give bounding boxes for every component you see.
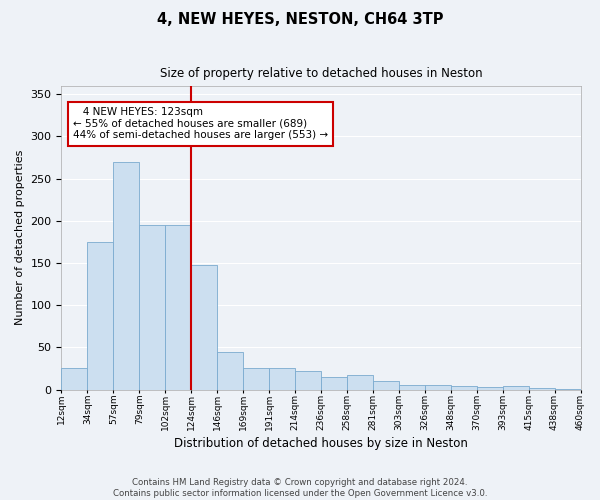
X-axis label: Distribution of detached houses by size in Neston: Distribution of detached houses by size … xyxy=(174,437,468,450)
Bar xyxy=(399,386,425,390)
Bar xyxy=(88,242,113,390)
Bar xyxy=(139,225,165,390)
Y-axis label: Number of detached properties: Number of detached properties xyxy=(15,150,25,326)
Text: 4 NEW HEYES: 123sqm   
← 55% of detached houses are smaller (689)
44% of semi-de: 4 NEW HEYES: 123sqm ← 55% of detached ho… xyxy=(73,107,328,140)
Bar xyxy=(191,264,217,390)
Bar xyxy=(269,368,295,390)
Bar xyxy=(165,225,191,390)
Bar xyxy=(476,387,503,390)
Bar xyxy=(529,388,554,390)
Bar xyxy=(503,386,529,390)
Bar xyxy=(243,368,269,390)
Bar xyxy=(347,375,373,390)
Text: 4, NEW HEYES, NESTON, CH64 3TP: 4, NEW HEYES, NESTON, CH64 3TP xyxy=(157,12,443,28)
Bar xyxy=(61,368,88,390)
Bar xyxy=(451,386,476,390)
Text: Contains HM Land Registry data © Crown copyright and database right 2024.
Contai: Contains HM Land Registry data © Crown c… xyxy=(113,478,487,498)
Bar xyxy=(295,371,321,390)
Bar xyxy=(217,352,243,390)
Bar xyxy=(113,162,139,390)
Bar xyxy=(373,381,399,390)
Title: Size of property relative to detached houses in Neston: Size of property relative to detached ho… xyxy=(160,68,482,80)
Bar xyxy=(425,386,451,390)
Bar xyxy=(554,388,581,390)
Bar xyxy=(321,377,347,390)
